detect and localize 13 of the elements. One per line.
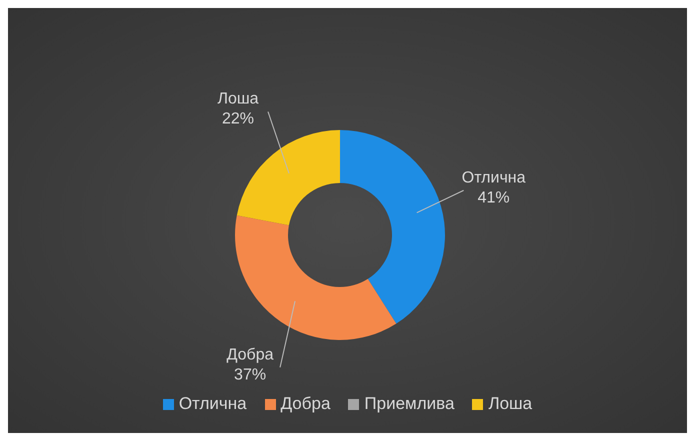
legend-label: Лоша [487, 394, 532, 414]
legend-label: Отлична [178, 394, 247, 414]
slice-label: Лоша [217, 90, 259, 108]
donut-slice [235, 215, 396, 340]
data-label: 41% [478, 189, 510, 206]
donut-slice [236, 130, 340, 226]
donut-slice [340, 130, 445, 324]
data-label: 37% [234, 366, 266, 384]
slice-label: Добра [226, 346, 274, 364]
legend-label: Добра [280, 394, 330, 414]
legend-label: Приемлива [363, 394, 454, 414]
data-label: 22% [222, 110, 254, 128]
slice-label: Отлична [462, 169, 526, 186]
